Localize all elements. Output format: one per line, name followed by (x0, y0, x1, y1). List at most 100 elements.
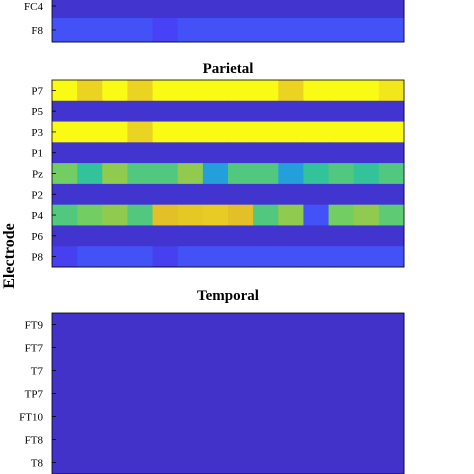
heatmap-cell (177, 183, 204, 206)
y-tick-label: P4 (31, 210, 43, 222)
heatmap-cell (303, 313, 330, 337)
heatmap-cell (77, 246, 103, 268)
heatmap-cell (353, 80, 380, 102)
heatmap-cell (202, 163, 229, 185)
heatmap-cell (353, 163, 380, 185)
heatmap-cell (52, 204, 78, 226)
heatmap-cell (52, 382, 78, 406)
heatmap-cell (152, 359, 179, 383)
heatmap-cell (102, 204, 128, 226)
heatmap-cell (127, 246, 154, 268)
heatmap-cell (152, 183, 179, 206)
heatmap-cell (328, 451, 355, 474)
heatmap-cell (77, 121, 103, 143)
heatmap-cell (127, 336, 154, 360)
heatmap-cell (253, 163, 279, 185)
heatmap-cell (77, 451, 103, 474)
heatmap-cell (202, 246, 229, 268)
heatmap-cell (177, 142, 204, 164)
heatmap-cell (127, 183, 154, 206)
heatmap-cell (77, 204, 103, 226)
heatmap-cell (52, 359, 78, 383)
heatmap-cell (177, 225, 204, 247)
heatmap-cell (102, 382, 128, 406)
heatmap-cell (378, 18, 405, 43)
heatmap-cell (228, 359, 254, 383)
heatmap-cell (152, 451, 179, 474)
heatmap-cell (303, 246, 330, 268)
heatmap-cell (378, 451, 405, 474)
heatmap-cell (152, 225, 179, 247)
heatmap-cell (253, 100, 279, 123)
heatmap-cell (328, 336, 355, 360)
heatmap-cell (177, 121, 204, 143)
heatmap-cell (303, 336, 330, 360)
heatmap-cell (52, 183, 78, 206)
heatmap-cell (77, 100, 103, 123)
heatmap-cell (353, 18, 380, 43)
heatmap-cell (77, 163, 103, 185)
heatmap-cell (127, 204, 154, 226)
heatmap-cell (177, 204, 204, 226)
heatmap-cell (253, 451, 279, 474)
heatmap-cell (77, 336, 103, 360)
heatmap-cell (152, 336, 179, 360)
heatmap-cell (102, 100, 128, 123)
heatmap-cell (127, 80, 154, 102)
y-tick-label: F8 (31, 25, 43, 37)
y-tick-label: P1 (31, 148, 43, 160)
heatmap-cell (278, 428, 304, 452)
heatmap-cell (303, 121, 330, 143)
heatmap-cell (328, 246, 355, 268)
heatmap-cell (228, 428, 254, 452)
heatmap-cell (52, 0, 78, 19)
heatmap-cell (378, 382, 405, 406)
y-tick-label: T7 (31, 366, 44, 378)
heatmap-cell (253, 246, 279, 268)
y-tick-label: P5 (31, 106, 43, 118)
heatmap-cell (353, 336, 380, 360)
heatmap-cell (202, 80, 229, 102)
heatmap-cell (278, 382, 304, 406)
heatmap-cell (378, 163, 405, 185)
heatmap-cell (177, 336, 204, 360)
heatmap-cell (77, 313, 103, 337)
heatmap-cell (202, 204, 229, 226)
heatmap-cell (278, 163, 304, 185)
heatmap-cell (328, 100, 355, 123)
heatmap-cell (152, 246, 179, 268)
heatmap-cell (177, 0, 204, 19)
heatmap-cell (77, 142, 103, 164)
heatmap-cell (102, 163, 128, 185)
heatmap-cell (102, 336, 128, 360)
heatmap-cell (253, 405, 279, 429)
heatmap-cell (378, 100, 405, 123)
y-tick-label: Pz (32, 169, 43, 181)
heatmap-cell (77, 428, 103, 452)
heatmap-cell (328, 359, 355, 383)
heatmap-cell (102, 80, 128, 102)
heatmap-cell (202, 382, 229, 406)
y-tick-label: FC4 (24, 1, 43, 13)
y-tick-label: P2 (31, 189, 43, 201)
heatmap-cell (52, 163, 78, 185)
heatmap-cell (102, 0, 128, 19)
heatmap-cell (278, 18, 304, 43)
heatmap-cell (278, 246, 304, 268)
heatmap-cell (278, 405, 304, 429)
heatmap-cell (102, 225, 128, 247)
heatmap-cell (152, 121, 179, 143)
heatmap-cell (228, 246, 254, 268)
heatmap-cell (353, 428, 380, 452)
heatmap-cell (52, 246, 78, 268)
heatmap-cell (353, 451, 380, 474)
heatmap-cell (353, 204, 380, 226)
heatmap-cell (253, 80, 279, 102)
heatmap-cell (52, 336, 78, 360)
heatmap-cell (353, 121, 380, 143)
heatmap-cell (202, 359, 229, 383)
heatmap-cell (353, 142, 380, 164)
heatmap-cell (253, 428, 279, 452)
heatmap-cell (202, 451, 229, 474)
heatmap-cell (303, 428, 330, 452)
